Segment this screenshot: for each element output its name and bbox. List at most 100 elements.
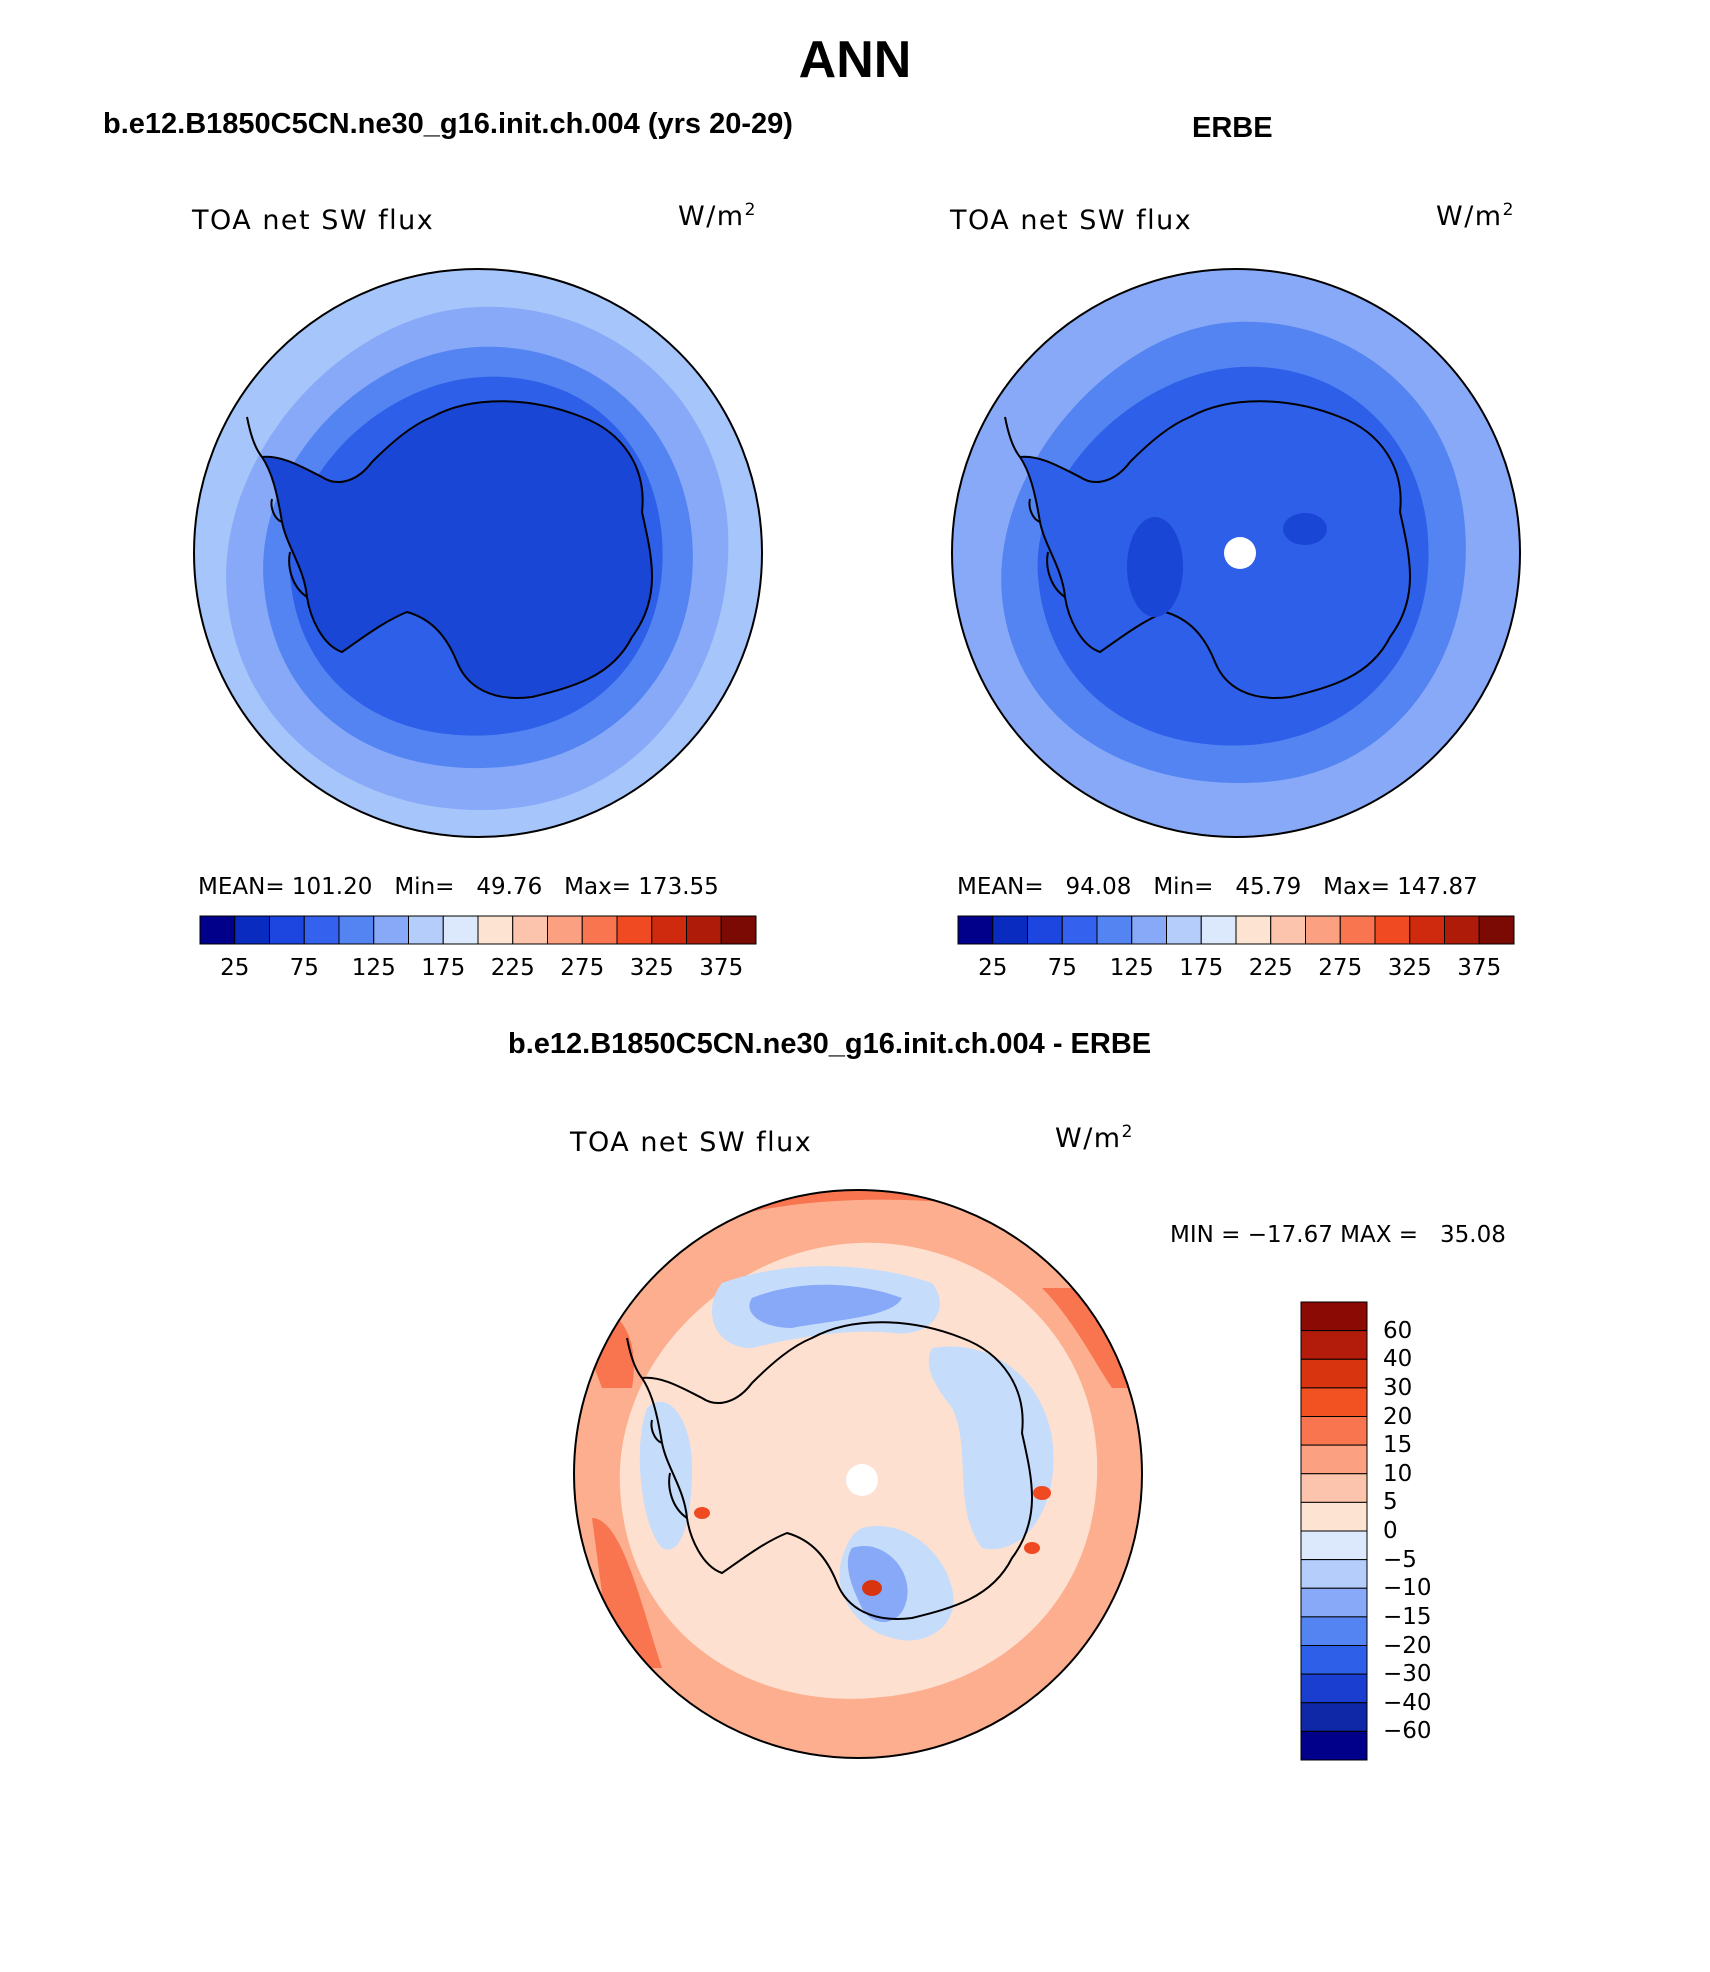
diff-map-antarctica	[640, 1321, 1033, 1620]
right-colorbar-cell	[1339, 915, 1376, 945]
diff-map-neg-5	[928, 1346, 1054, 1550]
right-colorbar-tick-label: 375	[1457, 955, 1502, 981]
left-colorbar-cell	[651, 915, 687, 945]
left-colorbar-cell	[338, 915, 375, 945]
left-map-peninsula	[246, 416, 308, 598]
right-units-label: W/m2	[1436, 200, 1515, 232]
diff-colorbar-tick-label: 10	[1383, 1460, 1413, 1487]
diff-panel-title: b.e12.B1850C5CN.ne30_g16.init.ch.004 - E…	[508, 1028, 1152, 1060]
diff-colorbar-cell	[1300, 1301, 1368, 1332]
right-colorbar-cell	[957, 915, 994, 945]
left-colorbar-cell	[199, 915, 236, 945]
left-map-border	[193, 268, 763, 838]
left-colorbar-tick-label: 25	[220, 955, 250, 981]
left-map-antarctica	[260, 400, 653, 699]
diff-colorbar-tick-label: −30	[1383, 1661, 1432, 1688]
left-colorbar-cell	[581, 915, 618, 945]
right-colorbar-cell	[1166, 915, 1202, 945]
right-colorbar-tick-label: 125	[1109, 955, 1154, 981]
left-colorbar-tick-label: 275	[560, 955, 605, 981]
diff-colorbar-cell	[1300, 1416, 1368, 1446]
right-variable-label: TOA net SW flux	[950, 205, 1193, 236]
right-colorbar-tick-label: 175	[1179, 955, 1224, 981]
left-colorbar-tick-label: 125	[351, 955, 396, 981]
left-colorbar-cell	[303, 915, 340, 945]
left-colorbar-tick-label: 75	[289, 955, 319, 981]
diff-colorbar-tick-label: −15	[1383, 1603, 1432, 1630]
diff-map-hotspot-3	[1024, 1542, 1040, 1554]
diff-colorbar-cell	[1300, 1616, 1368, 1646]
diff-colorbar-cell	[1300, 1730, 1368, 1761]
right-colorbar-tick-label: 25	[978, 955, 1008, 981]
left-colorbar-cell	[442, 915, 479, 945]
right-colorbar-cell	[1409, 915, 1445, 945]
diff-colorbar-cell	[1300, 1587, 1368, 1618]
page-title: ANN	[798, 31, 912, 89]
right-colorbar-cell	[1305, 915, 1341, 945]
right-map-antarctica	[1018, 400, 1411, 699]
diff-colorbar-tick-label: −5	[1383, 1546, 1417, 1573]
diff-colorbar-tick-label: −40	[1383, 1689, 1432, 1716]
left-colorbar	[199, 915, 757, 945]
left-colorbar-cell	[720, 915, 757, 945]
right-colorbar-cell	[1061, 915, 1098, 945]
diff-map-hotspot-1	[862, 1580, 882, 1596]
diff-colorbar-cell	[1300, 1559, 1368, 1589]
diff-map-pole-hole	[846, 1464, 878, 1496]
right-map-peninsula	[1004, 416, 1066, 598]
diff-colorbar-cell	[1300, 1444, 1368, 1475]
left-colorbar-cell	[686, 915, 722, 945]
right-colorbar-tick-label: 325	[1387, 955, 1432, 981]
diff-polar-map	[573, 1189, 1143, 1759]
diff-colorbar-tick-label: 15	[1383, 1432, 1413, 1459]
diff-colorbar-cell	[1300, 1387, 1368, 1417]
right-colorbar-cell	[1027, 915, 1063, 945]
right-map-pole-hole	[1224, 537, 1256, 569]
right-stats: MEAN= 94.08 Min= 45.79 Max= 147.87	[957, 874, 1478, 900]
right-colorbar-tick-label: 225	[1248, 955, 1293, 981]
diff-colorbar-tick-label: 40	[1383, 1346, 1413, 1373]
diff-colorbar-tick-label: −10	[1383, 1575, 1432, 1602]
right-colorbar-cell	[1131, 915, 1167, 945]
diff-map-neg-2	[749, 1284, 902, 1328]
right-colorbar-cell	[1478, 915, 1515, 945]
left-colorbar-cell	[477, 915, 514, 945]
left-stats: MEAN= 101.20 Min= 49.76 Max= 173.55	[198, 874, 719, 900]
left-colorbar-tick-label: 325	[629, 955, 674, 981]
left-colorbar-cell	[616, 915, 653, 945]
diff-units-label: W/m2	[1055, 1122, 1134, 1154]
diff-colorbar-tick-label: 30	[1383, 1374, 1413, 1401]
right-colorbar-cell	[1200, 915, 1237, 945]
diff-colorbar-tick-label: 60	[1383, 1317, 1413, 1344]
left-polar-map	[193, 268, 763, 838]
right-colorbar-cell	[1444, 915, 1480, 945]
right-colorbar-tick-label: 75	[1047, 955, 1077, 981]
right-colorbar-tick-label: 275	[1318, 955, 1363, 981]
diff-colorbar-cell	[1300, 1473, 1368, 1503]
right-polar-map	[951, 268, 1521, 838]
left-colorbar-cell	[373, 915, 409, 945]
left-colorbar-tick-label: 225	[490, 955, 535, 981]
diff-colorbar-tick-label: −20	[1383, 1632, 1432, 1659]
diff-map-border	[573, 1189, 1143, 1759]
left-colorbar-cell	[234, 915, 270, 945]
right-colorbar-cell	[1235, 915, 1272, 945]
diff-colorbar	[1300, 1301, 1368, 1761]
diff-colorbar-cell	[1300, 1673, 1368, 1704]
right-colorbar-cell	[992, 915, 1028, 945]
left-panel-title: b.e12.B1850C5CN.ne30_g16.init.ch.004 (yr…	[103, 108, 793, 140]
diff-colorbar-cell	[1300, 1501, 1368, 1532]
right-map-low-patch-2	[1283, 513, 1327, 545]
left-colorbar-cell	[408, 915, 444, 945]
right-colorbar-ticks: 25 75 125 175 225 275 325 375	[958, 955, 1514, 985]
diff-colorbar-tick-label: −60	[1383, 1718, 1432, 1745]
diff-colorbar-cell	[1300, 1530, 1368, 1561]
right-panel-title: ERBE	[1192, 112, 1273, 144]
diff-map-hotspot-2	[1033, 1486, 1051, 1500]
right-colorbar-cell	[1096, 915, 1133, 945]
diff-map-left-strong	[574, 1288, 1142, 1668]
right-colorbar-cell	[1270, 915, 1306, 945]
diff-variable-label: TOA net SW flux	[570, 1127, 813, 1158]
right-map-border	[951, 268, 1521, 838]
diff-map-peninsula	[626, 1337, 688, 1519]
